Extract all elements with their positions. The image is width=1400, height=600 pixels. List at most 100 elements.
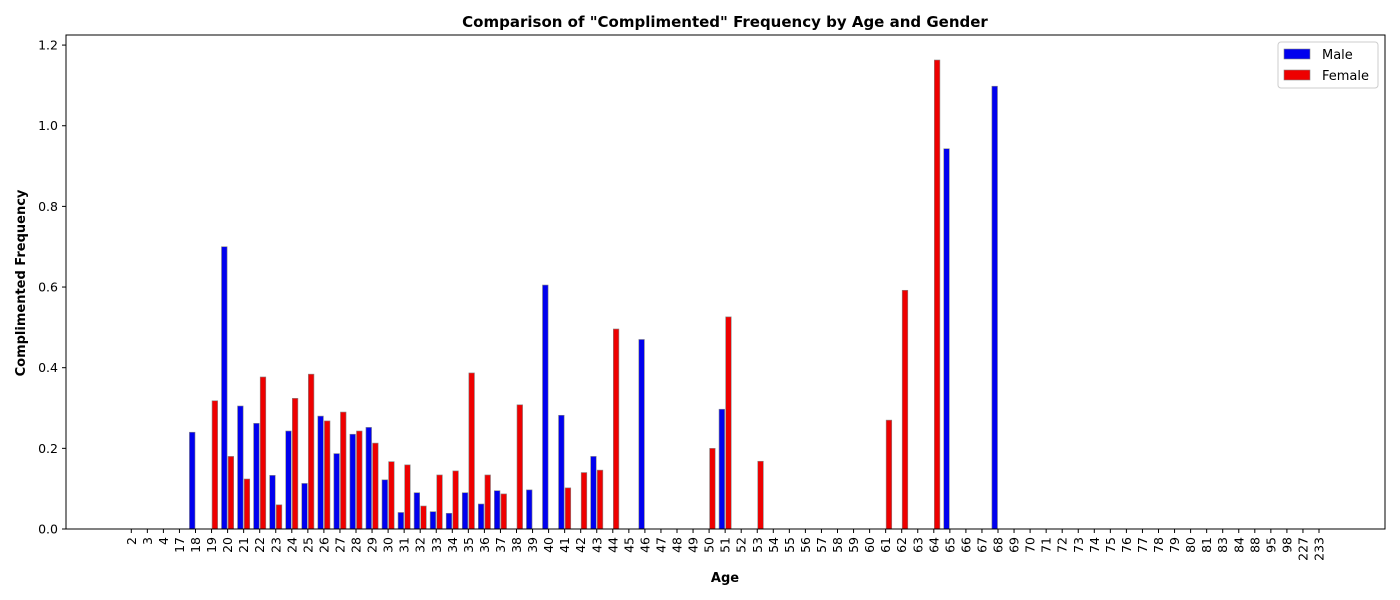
bar-male-51 [718, 408, 725, 530]
x-tick-label: 51 [718, 537, 733, 553]
bar-male-22 [253, 423, 260, 530]
bar-male-18 [189, 431, 196, 530]
bar-male-23 [269, 475, 276, 530]
bar-male-65 [943, 148, 950, 530]
bars-layer [189, 59, 998, 530]
x-tick-label: 53 [750, 537, 765, 553]
x-tick-label: 20 [220, 537, 235, 553]
bar-female-23 [275, 504, 283, 530]
x-tick-label: 68 [991, 537, 1006, 553]
bar-female-29 [372, 442, 379, 530]
bar-male-28 [349, 433, 356, 530]
bar-female-37 [500, 493, 507, 530]
x-tick-label: 98 [1279, 537, 1294, 553]
bar-female-64 [933, 59, 941, 530]
x-tick-label: 48 [670, 537, 685, 553]
bar-female-32 [420, 505, 427, 530]
legend-swatch-female [1283, 69, 1311, 81]
x-tick-label: 52 [734, 537, 749, 553]
x-tick-label: 2 [124, 537, 139, 545]
x-tick-label: 22 [252, 537, 267, 553]
y-tick-label: 1.2 [38, 38, 58, 53]
x-tick-label: 59 [846, 537, 861, 553]
bar-female-53 [757, 460, 764, 530]
x-tick-label: 65 [942, 537, 957, 553]
bar-male-20 [221, 246, 228, 530]
x-tick-label: 71 [1039, 537, 1054, 553]
x-tick-label: 3 [140, 537, 155, 545]
x-tick-label: 233 [1312, 537, 1327, 561]
ticks-layer: 0.00.20.40.60.81.01.22 3 4 17 18 19 20 21 22 23 24… [38, 38, 1326, 561]
x-tick-label: 50 [702, 537, 717, 553]
bar-male-40 [542, 284, 549, 530]
bar-male-27 [333, 453, 340, 530]
bar-female-27 [340, 411, 347, 530]
bar-female-25 [308, 373, 315, 530]
bar-female-24 [291, 398, 299, 530]
x-tick-label: 66 [958, 537, 973, 553]
bar-female-61 [885, 419, 893, 530]
y-tick-label: 0.0 [38, 522, 58, 537]
x-tick-label: 36 [477, 537, 492, 553]
x-tick-label: 77 [1135, 537, 1150, 553]
x-axis-label: Age [711, 571, 739, 586]
legend: Male Female [1277, 41, 1379, 89]
x-tick-label: 31 [397, 537, 412, 553]
x-tick-label: 38 [509, 537, 524, 553]
bar-female-20 [227, 456, 235, 530]
bar-male-31 [397, 512, 404, 530]
bar-male-36 [477, 503, 485, 530]
bar-female-26 [324, 420, 331, 530]
x-tick-label: 73 [1071, 537, 1086, 553]
bar-female-41 [564, 487, 572, 530]
x-tick-label: 49 [686, 537, 701, 553]
bar-male-39 [526, 489, 533, 530]
x-tick-label: 55 [782, 537, 797, 553]
bar-female-21 [243, 478, 251, 530]
bar-male-32 [413, 492, 421, 530]
x-tick-label: 75 [1103, 537, 1118, 553]
bar-female-22 [259, 376, 267, 530]
x-tick-label: 17 [172, 537, 187, 553]
x-tick-label: 46 [637, 537, 652, 553]
x-tick-label: 84 [1231, 537, 1246, 553]
legend-label-female: Female [1322, 69, 1369, 84]
bar-female-28 [356, 430, 363, 530]
chart-title: Comparison of "Complimented" Frequency b… [462, 13, 988, 31]
x-tick-label: 64 [926, 537, 941, 553]
x-tick-label: 79 [1167, 537, 1182, 553]
bar-female-42 [580, 472, 588, 530]
x-tick-label: 35 [461, 537, 476, 553]
x-tick-label: 30 [381, 537, 396, 553]
x-tick-label: 76 [1119, 537, 1134, 553]
x-tick-label: 19 [204, 537, 219, 553]
x-tick-label: 60 [862, 537, 877, 553]
x-tick-label: 227 [1295, 537, 1310, 561]
bar-female-36 [484, 474, 491, 530]
bar-female-44 [612, 328, 620, 530]
bar-female-34 [452, 470, 459, 530]
x-tick-label: 95 [1263, 537, 1278, 553]
bar-female-19 [211, 400, 218, 530]
x-tick-label: 43 [589, 537, 604, 553]
bar-male-30 [381, 479, 388, 530]
bar-female-30 [388, 461, 395, 530]
y-tick-label: 0.6 [38, 280, 58, 295]
x-tick-label: 34 [445, 537, 460, 553]
bar-male-24 [285, 430, 292, 530]
x-tick-label: 78 [1151, 537, 1166, 553]
x-tick-label: 39 [525, 537, 540, 553]
x-tick-label: 18 [188, 537, 203, 553]
x-tick-label: 25 [300, 537, 315, 553]
x-tick-label: 23 [268, 537, 283, 553]
x-tick-label: 32 [413, 537, 428, 553]
bar-female-33 [436, 474, 443, 530]
x-tick-label: 29 [365, 537, 380, 553]
y-axis-label: Complimented Frequency [14, 189, 29, 376]
legend-swatch-male [1283, 48, 1311, 60]
y-tick-label: 0.4 [38, 360, 58, 375]
legend-label-male: Male [1322, 48, 1353, 63]
bar-male-41 [558, 414, 565, 530]
bar-male-37 [494, 490, 501, 530]
bar-male-21 [237, 405, 244, 530]
